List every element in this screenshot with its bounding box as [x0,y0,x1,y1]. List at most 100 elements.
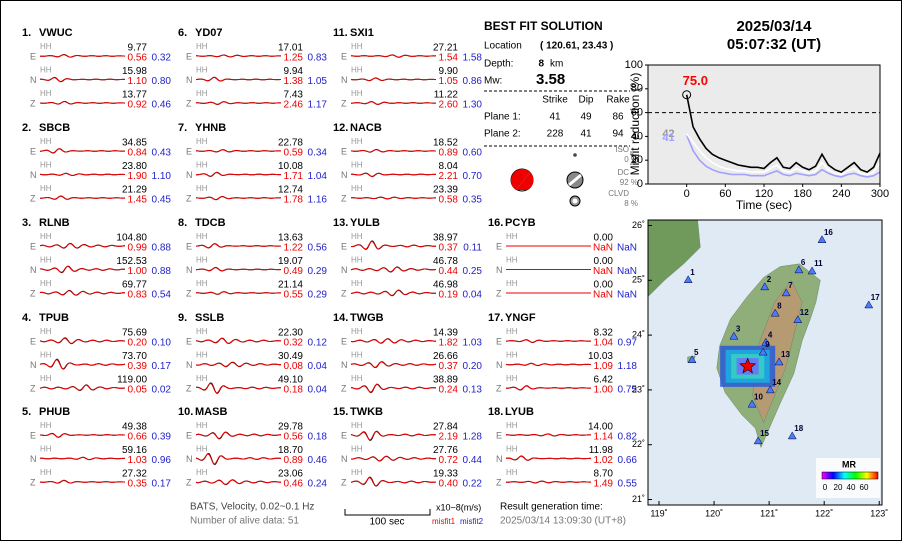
band: HH [351,445,363,454]
station-marker [761,337,771,346]
y-tick-label: 40 [631,130,643,142]
x-axis-label: Time (sec) [736,198,792,212]
component: N [30,170,37,180]
plane-label: Plane 1: [484,112,521,123]
misfit1: 1.45 [128,195,148,206]
map-y-tick-label: 21˚ [632,494,645,504]
band: HH [506,327,518,336]
y-tick-label: 100 [625,59,643,71]
amplitude: 119.00 [117,375,147,386]
amplitude: 26.66 [433,351,458,362]
misfit1: 1.49 [594,479,614,490]
misfit1: 0.35 [128,479,148,490]
misfit2: 0.54 [152,290,172,301]
misfit2: 0.83 [308,53,328,64]
plane-header: Dip [578,95,593,106]
station-marker [753,436,763,445]
station-number: 2. [22,122,31,134]
component: N [186,75,193,85]
amplitude: 6.42 [594,375,614,386]
station-label: 11 [814,259,823,268]
amplitude: 73.70 [122,351,147,362]
misfit2: 0.02 [152,385,172,396]
band: HH [40,445,52,454]
event-time: 05:07:32 (UT) [727,36,821,53]
misfit1: 1.90 [128,171,148,182]
misfit1: 0.32 [284,338,304,349]
synthetic-trace [350,338,437,344]
amplitude: 14.00 [588,422,613,433]
station-name: YHNB [195,122,226,134]
band: HH [196,351,208,360]
mw-label: Mw: [484,76,502,87]
station-number: 7. [178,122,187,134]
synthetic-trace [196,291,281,295]
misfit2: 1.10 [152,171,172,182]
misfit1: 0.20 [128,338,148,349]
station-label: 3 [736,324,741,333]
synthetic-trace [196,383,282,394]
colorbar-tick: 20 [834,483,843,492]
station-label: 17 [871,293,880,302]
synthetic-trace [39,359,126,370]
synthetic-trace [506,385,591,391]
component: Z [341,98,347,108]
misfit2: 1.04 [308,171,328,182]
band: HH [351,184,363,193]
plane-value: 94 [612,129,624,140]
misfit1: 1.38 [284,76,304,87]
synthetic-trace [505,362,591,366]
synthetic-trace [350,477,437,487]
misfit2: 0.56 [308,243,328,254]
band: HH [351,137,363,146]
misfit1: 0.89 [284,455,304,466]
station-marker [817,235,827,243]
station-name: TPUB [39,312,69,324]
station-number: 10. [178,406,193,418]
misfit1: 0.58 [439,195,459,206]
band: HH [351,256,363,265]
misfit1: NaN [593,243,613,254]
misfit1: 1.22 [284,243,304,254]
band: HH [506,256,518,265]
amplitude: 8.70 [594,469,614,480]
amplitude: 34.85 [122,138,147,149]
colorbar-tick: 40 [847,483,856,492]
component: E [30,430,36,440]
synthetic-trace [195,453,282,465]
station-name: YULB [350,217,380,229]
amplitude: 17.01 [278,43,303,54]
band: HH [351,421,363,430]
misfit1: 2.46 [284,100,304,111]
amplitude: 13.63 [278,233,303,244]
amplitude: 38.89 [433,375,458,386]
band: HH [196,445,208,454]
misfit1: 0.59 [284,148,304,159]
misfit2: 1.28 [463,432,483,443]
component: Z [186,193,192,203]
colorbar-title: MR [842,459,856,469]
band: HH [506,468,518,477]
annotation: 42 [662,128,674,140]
amplitude: 0.00 [594,280,614,291]
component: E [186,51,192,61]
component-pct: 8 % [624,199,638,208]
band: HH [196,374,208,383]
synthetic-trace [39,433,125,438]
component: N [496,454,503,464]
misfit-line [685,134,881,178]
synthetic-trace [39,479,126,484]
component: E [30,241,36,251]
misfit1: 1.25 [284,53,304,64]
plane-value: 41 [549,112,561,123]
event-date: 2025/03/14 [736,18,812,35]
component: N [30,75,37,85]
synthetic-trace [350,266,437,273]
mountains [752,279,803,424]
synthetic-trace [39,172,125,176]
band: HH [351,279,363,288]
misfit1: 0.44 [439,266,459,277]
x-tick-label: 120 [755,188,773,200]
component: E [30,51,36,61]
misfit1: 1.05 [439,76,459,87]
